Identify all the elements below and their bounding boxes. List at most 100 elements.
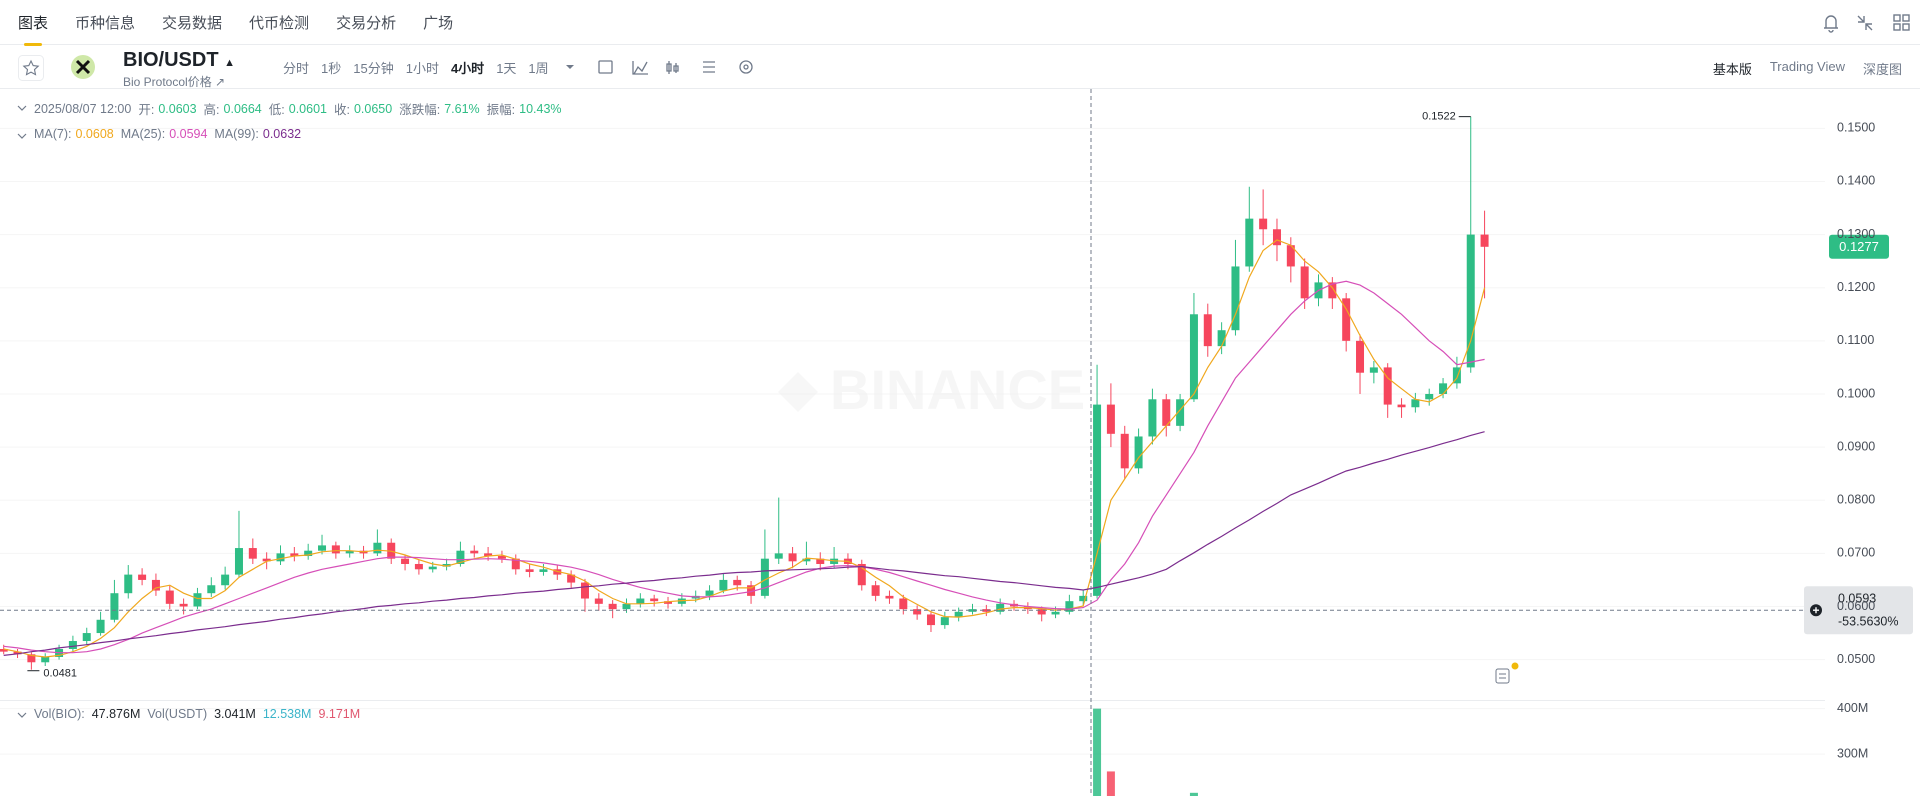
ma-value: 0.0594 <box>169 127 208 141</box>
info-label: 开: <box>138 103 155 117</box>
nav-tab[interactable]: 广场 <box>423 14 454 32</box>
volume-label: 47.876M <box>91 707 141 721</box>
y-tick-label: 0.1400 <box>1837 174 1875 188</box>
shrink-icon[interactable] <box>1857 15 1873 31</box>
candle-body <box>511 558 520 570</box>
gear-icon[interactable] <box>739 60 753 74</box>
plot <box>0 116 1489 670</box>
candle-body <box>816 558 825 564</box>
candle-body <box>96 619 105 634</box>
candle-body <box>594 598 603 604</box>
y-tick-label: 0.1100 <box>1837 333 1874 347</box>
y-tick-label: 0.0900 <box>1837 439 1875 453</box>
candle-body <box>290 553 299 557</box>
candle-body <box>926 614 935 626</box>
candle-body <box>1120 433 1129 469</box>
nav-tab[interactable]: 交易分析 <box>336 14 397 32</box>
last-price-tag <box>1829 234 1889 259</box>
candle-body <box>525 569 534 572</box>
candle-body <box>1134 436 1143 469</box>
candle-body <box>1106 404 1115 434</box>
candle-body <box>221 574 230 586</box>
calendar-icon[interactable] <box>598 60 613 74</box>
view-list: 基本版 Trading View 深度图 <box>1713 59 1902 78</box>
candle-body <box>373 542 382 554</box>
interval-button[interactable]: 1秒 <box>321 61 342 76</box>
volume-legend: Vol(BIO): 47.876M Vol(USDT) 3.041M 12.538M 9.… <box>34 707 367 721</box>
candle-body <box>124 574 133 594</box>
crosshair-box <box>1804 586 1913 635</box>
info-value: 0.0650 <box>353 101 393 116</box>
up-arrow: ▲ <box>224 57 236 69</box>
low-label: 0.0481 <box>43 668 77 680</box>
interval-button[interactable]: 15分钟 <box>353 61 394 76</box>
collapse-chevrons[interactable] <box>17 105 27 718</box>
candle-body <box>968 609 977 612</box>
view-button[interactable]: Trading View <box>1769 59 1845 74</box>
y-tick-label: 0.1300 <box>1837 227 1875 241</box>
ma-name: MA(25): <box>120 127 166 141</box>
candle-body <box>248 548 257 559</box>
indicator-icon[interactable] <box>632 61 648 75</box>
crosshair-price: 0.0593 <box>1838 592 1876 606</box>
interval-button[interactable]: 4小时 <box>450 61 485 76</box>
interval-button[interactable]: 分时 <box>283 61 310 76</box>
coin-logo-mark <box>75 59 91 75</box>
volume-tick-label: 300M <box>1837 746 1868 760</box>
candle-body <box>1065 601 1074 612</box>
y-tick-label: 0.0800 <box>1837 493 1875 507</box>
info-value: 7.61% <box>444 101 480 116</box>
nav-tab[interactable]: 币种信息 <box>75 14 136 32</box>
candle-body <box>1397 404 1406 408</box>
interval-button[interactable]: 1小时 <box>405 61 439 76</box>
candle-body <box>456 550 465 564</box>
candle-body <box>733 579 742 586</box>
candle-body <box>1176 399 1185 426</box>
candle-body <box>1328 282 1337 299</box>
settings-list-icon[interactable] <box>703 61 715 73</box>
view-button[interactable]: 深度图 <box>1862 62 1902 77</box>
candle-body <box>774 553 783 559</box>
layout-icon[interactable] <box>1893 14 1910 31</box>
volume-label: Vol(BIO): <box>34 707 85 721</box>
star-icon <box>22 59 40 76</box>
nav-icons <box>1824 14 1910 33</box>
y-tick-label: 0.0500 <box>1837 652 1875 666</box>
watermark: BINANCE <box>778 358 1085 421</box>
candle-body <box>68 641 77 649</box>
pair-subtitle[interactable]: Bio Protocol价格 ↗ <box>123 75 226 89</box>
candle-body <box>857 563 866 586</box>
candle-body <box>788 553 797 562</box>
pair: BIO/USDT <box>123 49 219 71</box>
candle-body <box>484 553 493 557</box>
candle-body <box>0 648 8 652</box>
candle-body <box>262 558 271 562</box>
interval-button[interactable]: 1周 <box>528 61 549 76</box>
candle-body <box>1189 314 1198 400</box>
interval-button[interactable]: 1天 <box>496 61 517 76</box>
candle-body <box>1342 298 1351 341</box>
more-intervals[interactable] <box>566 65 574 69</box>
volume-bar <box>1189 792 1198 796</box>
nav-tab[interactable]: 图表 <box>18 12 48 46</box>
candle-body <box>996 603 1005 612</box>
candle-body <box>1093 404 1102 596</box>
note-icon[interactable] <box>1495 662 1519 684</box>
view-button[interactable]: 基本版 <box>1712 62 1752 77</box>
bell-icon[interactable] <box>1824 15 1838 33</box>
chart-type-icon[interactable] <box>666 61 679 74</box>
candle-body <box>442 563 451 567</box>
info-value: 0.0664 <box>223 101 262 116</box>
tab-list: 图表 币种信息 交易数据 代币检测 交易分析 广场 <box>18 0 454 46</box>
grid <box>0 127 1825 755</box>
nav-tab[interactable]: 交易数据 <box>162 14 223 32</box>
volume-plot <box>1093 708 1198 796</box>
nav-tab[interactable]: 代币检测 <box>249 14 310 32</box>
crosshair-change: -53.5630% <box>1838 615 1898 629</box>
volume-tick-label: 400M <box>1837 701 1868 715</box>
volume-label: Vol(USDT) <box>147 707 208 721</box>
last-price-label: 0.1277 <box>1839 239 1879 254</box>
favorite-button[interactable] <box>18 55 44 81</box>
volume-label: 12.538M <box>262 707 312 721</box>
